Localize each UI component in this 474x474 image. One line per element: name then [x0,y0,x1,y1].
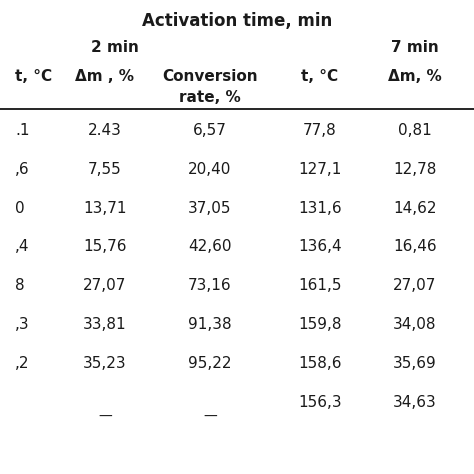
Text: 73,16: 73,16 [188,278,232,293]
Text: 12,78: 12,78 [393,162,437,177]
Text: 8: 8 [15,278,25,293]
Text: 156,3: 156,3 [298,395,342,410]
Text: 35,69: 35,69 [393,356,437,371]
Text: 15,76: 15,76 [83,239,127,255]
Text: ,2: ,2 [15,356,29,371]
Text: ,6: ,6 [15,162,29,177]
Text: 42,60: 42,60 [188,239,232,255]
Text: 2.43: 2.43 [88,123,122,138]
Text: 14,62: 14,62 [393,201,437,216]
Text: 33,81: 33,81 [83,317,127,332]
Text: 37,05: 37,05 [188,201,232,216]
Text: 16,46: 16,46 [393,239,437,255]
Text: t, °C: t, °C [301,69,338,84]
Text: Δm, %: Δm, % [388,69,442,84]
Text: 2 min: 2 min [91,40,139,55]
Text: 7,55: 7,55 [88,162,122,177]
Text: .1: .1 [15,123,29,138]
Text: 159,8: 159,8 [298,317,342,332]
Text: —: — [203,410,217,424]
Text: 127,1: 127,1 [298,162,342,177]
Text: 95,22: 95,22 [188,356,232,371]
Text: 34,63: 34,63 [393,395,437,410]
Text: 7 min: 7 min [391,40,439,55]
Text: —: — [98,410,112,424]
Text: 158,6: 158,6 [298,356,342,371]
Text: Conversion
rate, %: Conversion rate, % [162,69,258,105]
Text: Activation time, min: Activation time, min [142,12,332,30]
Text: 27,07: 27,07 [393,278,437,293]
Text: 0,81: 0,81 [398,123,432,138]
Text: 0: 0 [15,201,25,216]
Text: 131,6: 131,6 [298,201,342,216]
Text: 27,07: 27,07 [83,278,127,293]
Text: ,3: ,3 [15,317,29,332]
Text: 91,38: 91,38 [188,317,232,332]
Text: 13,71: 13,71 [83,201,127,216]
Text: 77,8: 77,8 [303,123,337,138]
Text: Δm , %: Δm , % [75,69,135,84]
Text: ,4: ,4 [15,239,29,255]
Text: 136,4: 136,4 [298,239,342,255]
Text: 20,40: 20,40 [188,162,232,177]
Text: 35,23: 35,23 [83,356,127,371]
Text: t, °C: t, °C [15,69,52,84]
Text: 34,08: 34,08 [393,317,437,332]
Text: 161,5: 161,5 [298,278,342,293]
Text: 6,57: 6,57 [193,123,227,138]
